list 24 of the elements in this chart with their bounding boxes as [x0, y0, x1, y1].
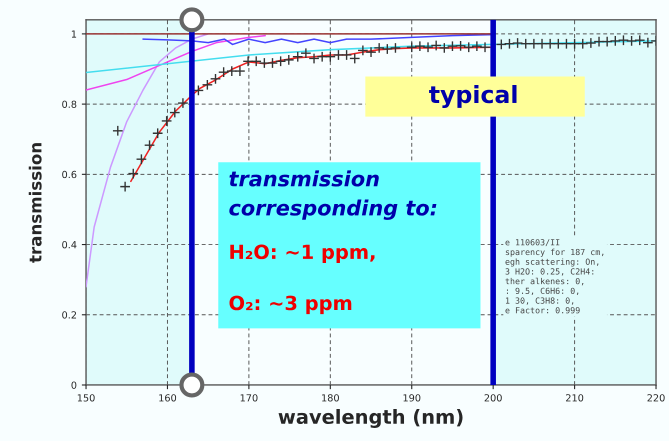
x-tick-label: 170 [240, 394, 258, 402]
y-tick-label: 0.4 [62, 241, 76, 248]
x-axis-title: wavelength (nm) [278, 408, 463, 428]
annotation: O₂: ~3 ppm [230, 296, 352, 314]
y-tick-label: 0.2 [62, 311, 76, 319]
x-tick-label: 180 [322, 394, 339, 402]
x-tick-label: 210 [566, 394, 584, 402]
annotation: corresponding to: [229, 200, 436, 220]
x-tick-label: 160 [159, 394, 176, 402]
x-tick-label: 200 [484, 394, 502, 402]
line-series [86, 33, 209, 288]
y-tick-label: 0.6 [62, 170, 76, 178]
x-tick-label: 150 [78, 394, 95, 402]
annotation: transmission [229, 170, 379, 187]
line-series [86, 34, 266, 91]
annotation: e 110603/II sparency for 187 cm, egh scattering: On, 3 H2O: 0.25, C2H4: ther alkenes: 0, : 9.5, C6H6: 0, 1 30, C3H8: 0, e Factor: 0.999 [505, 239, 604, 314]
y-tick-label: 0.8 [62, 100, 76, 108]
annotation: typical [429, 85, 516, 108]
y-tick-label: 1 [72, 30, 76, 38]
y-tick-label: 0 [71, 381, 76, 389]
x-tick-label: 220 [647, 394, 665, 402]
annotation: H₂O: ~1 ppm, [230, 244, 374, 263]
x-tick-label: 190 [404, 394, 420, 402]
y-axis-title: transmission [28, 143, 42, 263]
